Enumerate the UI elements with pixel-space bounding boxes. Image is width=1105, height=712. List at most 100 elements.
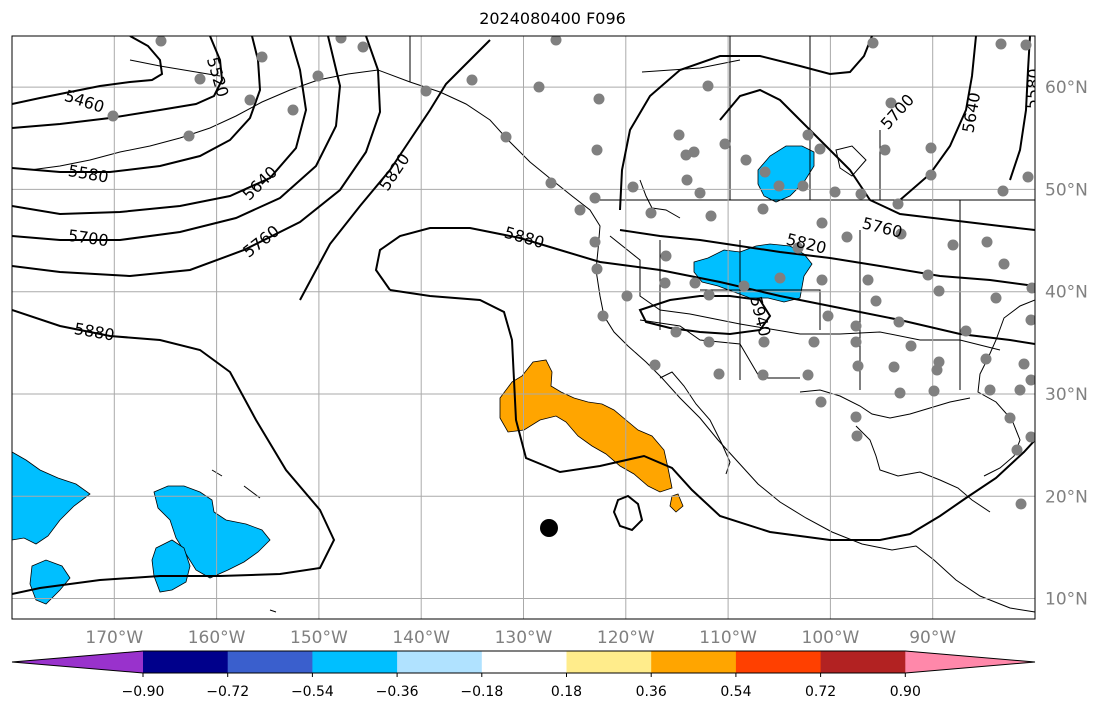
lat-tick-label-3: 30°N [1045,385,1088,405]
height-contours [12,36,1035,595]
station-dot-96 [928,385,940,397]
colorbar-segment-9 [820,651,906,673]
colorbar-tick-label-4: −0.18 [460,684,503,700]
contour-5880-east [374,227,1035,345]
cyclone-marker [540,519,558,537]
station-dot-0 [155,36,167,47]
station-dot-100 [850,411,862,423]
station-dot-42 [879,144,891,156]
negative-anomaly-hawaii-west [12,451,91,545]
map-frame [11,35,1036,620]
station-dot-64 [738,280,750,292]
contour-5700 [12,36,342,241]
station-dot-65 [774,272,786,284]
contour-label-5580: 5580 [67,161,110,187]
station-dot-79 [758,336,770,348]
contour-label-5640-east: 5640 [958,91,984,134]
positive-anomaly-blob [669,493,684,513]
station-dot-19 [574,204,586,216]
colorbar-tick-label-2: −0.54 [291,684,334,700]
station-dot-54 [981,236,993,248]
station-dots [107,36,1035,510]
contour-5700-east [619,36,873,211]
contour-5820-east [619,229,1035,287]
contour-label-5760: 5760 [239,221,283,261]
station-dot-10 [420,85,432,97]
station-dot-74 [933,285,945,297]
station-dot-80 [808,336,820,348]
lat-tick-label-4: 20°N [1045,487,1088,507]
station-dot-98 [1014,384,1026,396]
contour-label-5820: 5820 [375,150,414,194]
colorbar-tick-label-6: 0.36 [636,684,667,700]
station-dot-25 [681,174,693,186]
negative-anomaly-hawaii-south [151,539,191,593]
station-dot-45 [925,142,937,154]
station-dot-70 [822,310,834,322]
station-dot-18 [591,144,603,156]
contour-label-5880-west: 5880 [73,319,116,345]
lat-tick-label-1: 50°N [1045,180,1088,200]
contour-label-5460: 5460 [62,86,107,117]
longitude-labels: 170°W 160°W 150°W 140°W 130°W 120°W 110°W 100°W… [85,628,956,648]
station-dot-4 [357,41,369,53]
station-dot-56 [1026,282,1035,294]
contour-label-5700-east: 5700 [877,90,918,133]
station-dot-85 [980,353,992,365]
station-dot-38 [814,143,826,155]
station-dot-21 [645,207,657,219]
station-dot-5 [312,70,324,82]
station-dot-39 [802,129,814,141]
colorbar-segment-3 [312,651,398,673]
negative-anomaly-hawaii-center [153,485,271,579]
station-dot-71 [850,320,862,332]
station-dot-77 [670,326,682,338]
station-dot-91 [757,369,769,381]
contour-label-5580-east: 5580 [1022,68,1044,110]
lon-tick-label-2: 150°W [290,628,348,648]
lon-tick-label-1: 160°W [188,628,246,648]
station-dot-58 [591,263,603,275]
contour-5580 [12,36,262,173]
lon-tick-label-3: 140°W [392,628,450,648]
station-dot-102 [1004,412,1016,424]
station-dot-43 [892,198,904,210]
contour-5880-small [612,494,644,532]
station-dot-32 [759,166,771,178]
station-dot-1 [194,73,206,85]
station-dot-81 [850,336,862,348]
colorbar-tick-label-3: −0.36 [376,684,419,700]
colorbar-extend-high [905,651,1035,673]
station-dot-63 [703,289,715,301]
station-dot-60 [597,310,609,322]
station-dot-99 [1025,374,1035,386]
station-dot-41 [885,97,897,109]
station-dot-103 [1025,431,1035,443]
station-dot-31 [740,154,752,166]
colorbar-tick-label-5: 0.18 [551,684,582,700]
station-dot-24 [673,129,685,141]
contour-5880-west [12,309,336,595]
station-dot-26 [688,146,700,158]
station-dot-94 [815,396,827,408]
lon-tick-label-5: 120°W [597,628,655,648]
lon-tick-label-7: 100°W [802,628,860,648]
map-plot-area: 5460 5520 5580 5640 5700 5760 5820 5880 … [12,36,1044,619]
lon-tick-label-4: 130°W [495,628,553,648]
station-dot-27 [705,210,717,222]
station-dot-87 [888,361,900,373]
station-dot-105 [1015,498,1027,510]
station-dot-67 [816,274,828,286]
contour-label-5640: 5640 [239,162,281,204]
lon-tick-label-6: 110°W [699,628,757,648]
contour-label-5700: 5700 [67,226,110,250]
station-dot-59 [621,290,633,302]
station-dot-104 [1011,444,1023,456]
station-dot-29 [719,138,731,150]
station-dot-40 [867,37,879,49]
station-dot-86 [852,360,864,372]
station-dot-2 [256,51,268,63]
station-dot-101 [851,430,863,442]
station-dot-46 [995,38,1007,50]
